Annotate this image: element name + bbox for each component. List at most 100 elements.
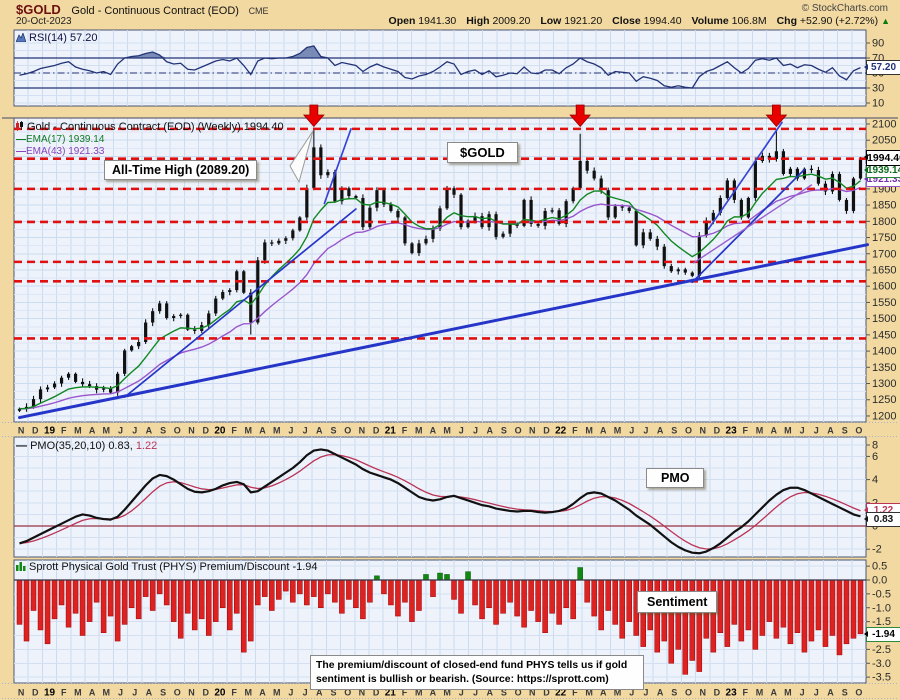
- sentiment-bar: [752, 579, 759, 650]
- axis-tick-label: 1550: [872, 297, 896, 309]
- month-label: 19: [44, 426, 56, 437]
- month-label: M: [103, 688, 111, 698]
- month-label: F: [743, 426, 749, 436]
- sentiment-bar: [283, 579, 289, 592]
- axis-tick-label: 4: [872, 474, 878, 486]
- month-label: A: [486, 688, 493, 698]
- sentiment-bar: [72, 579, 79, 614]
- red-down-arrow-icon: [302, 104, 325, 128]
- month-label: F: [572, 688, 578, 698]
- month-label: M: [273, 688, 281, 698]
- month-label: O: [855, 426, 862, 436]
- sentiment-value-callout: -1.94: [864, 627, 900, 642]
- axis-tick-label: 8: [872, 440, 878, 452]
- sentiment-bar: [318, 579, 324, 608]
- sentiment-bar: [37, 579, 44, 631]
- month-label: J: [288, 426, 293, 436]
- month-label: A: [316, 688, 323, 698]
- month-label: A: [657, 688, 664, 698]
- trendline: [692, 184, 813, 264]
- month-label: A: [430, 688, 437, 698]
- axis-tick-label: 10: [872, 98, 884, 110]
- month-label: D: [32, 688, 39, 698]
- open-value: 1941.30: [418, 15, 457, 27]
- sentiment-bar: [794, 579, 801, 633]
- ema17-legend: —EMA(17) 1939.14: [16, 134, 105, 145]
- month-label: D: [373, 426, 380, 436]
- sentiment-bar: [304, 579, 310, 606]
- trendline: [707, 121, 783, 230]
- sentiment-bar: [276, 579, 282, 600]
- month-label: A: [89, 426, 96, 436]
- sentiment-bar: [234, 579, 240, 614]
- sentiment-bar: [248, 579, 254, 642]
- month-label: A: [430, 426, 437, 436]
- sentiment-bar: [219, 579, 226, 608]
- sentiment-bar: [332, 579, 338, 603]
- month-label: J: [118, 688, 123, 698]
- axis-tick-label: 1750: [872, 232, 896, 244]
- axis-tick-label: -1.0: [872, 602, 891, 614]
- phys-note-box: The premium/discount of closed-end fund …: [310, 655, 644, 691]
- month-label: A: [259, 426, 266, 436]
- month-label: 21: [385, 688, 397, 699]
- sentiment-bar: [16, 579, 23, 625]
- price-panel-title: Gold - Continuous Contract (EOD) (Weekly…: [15, 121, 284, 134]
- sentiment-bar: [801, 579, 808, 653]
- month-label: O: [685, 688, 692, 698]
- sentiment-bar: [51, 579, 58, 620]
- volume-label: Volume: [691, 15, 729, 27]
- sentiment-bar: [128, 579, 135, 608]
- month-label: J: [132, 426, 137, 436]
- sentiment-bar: [829, 579, 836, 636]
- sentiment-bar: [787, 579, 794, 645]
- sentiment-bar: [423, 574, 429, 581]
- month-label: S: [671, 688, 677, 698]
- histogram-icon: [16, 562, 26, 574]
- axis-tick-label: 0.0: [872, 575, 887, 587]
- month-label: J: [814, 688, 819, 698]
- axis-tick-label: 1500: [872, 313, 896, 325]
- sentiment-bar: [549, 579, 555, 614]
- sentiment-bar: [738, 579, 745, 642]
- red-down-arrow-icon: [569, 104, 592, 128]
- month-label: N: [188, 426, 195, 436]
- sentiment-bar: [479, 579, 485, 620]
- sentiment-bar: [815, 579, 822, 631]
- sentiment-bar: [311, 579, 317, 597]
- sentiment-bar: [808, 579, 815, 642]
- month-label: J: [629, 426, 634, 436]
- month-label: J: [459, 426, 464, 436]
- sentiment-bar: [395, 579, 401, 617]
- sentiment-bar: [598, 579, 604, 631]
- month-label: F: [402, 426, 408, 436]
- month-label: S: [842, 426, 848, 436]
- sentiment-bar: [759, 579, 766, 636]
- price-value-callout: 1994.40: [864, 150, 900, 166]
- month-label: S: [671, 426, 677, 436]
- candlestick-icon: [15, 121, 24, 134]
- month-label: S: [330, 426, 336, 436]
- chart-header: $GOLD Gold - Continuous Contract (EOD) C…: [16, 2, 269, 17]
- month-label: 23: [726, 688, 738, 699]
- sentiment-bar: [44, 579, 51, 645]
- sentiment-bar: [570, 579, 576, 620]
- month-label: J: [459, 688, 464, 698]
- sentiment-bar: [388, 579, 394, 606]
- sentiment-bar: [528, 579, 534, 611]
- exchange: CME: [248, 6, 269, 16]
- symbol-annotation-box: $GOLD: [447, 142, 518, 163]
- month-label: S: [160, 688, 166, 698]
- high-value: 2009.20: [492, 15, 531, 27]
- open-label: Open: [388, 15, 416, 27]
- month-label: J: [303, 426, 308, 436]
- month-label: M: [443, 688, 451, 698]
- month-label: J: [473, 688, 478, 698]
- sentiment-annotation-box: Sentiment: [637, 591, 718, 613]
- month-label: A: [146, 688, 153, 698]
- sentiment-bar: [353, 579, 359, 608]
- month-label: A: [770, 426, 777, 436]
- axis-tick-label: -2: [872, 544, 882, 556]
- rsi-panel-label: RSI(14) 57.20: [15, 31, 97, 45]
